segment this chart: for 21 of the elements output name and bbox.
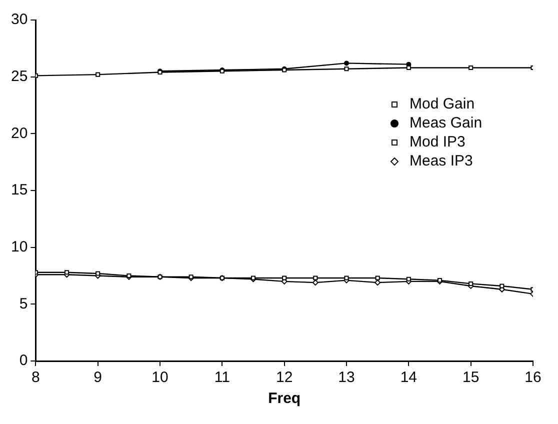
x-tick-label: 8 <box>32 369 40 386</box>
legend-label: Meas IP3 <box>410 152 473 170</box>
x-tick-label: 14 <box>400 369 418 386</box>
y-tick-label: 15 <box>10 182 28 199</box>
x-tick-label: 9 <box>94 369 102 386</box>
x-tick-label: 15 <box>462 369 480 386</box>
y-tick-label: 30 <box>10 11 28 28</box>
legend-label: Mod IP3 <box>410 134 466 151</box>
y-tick-label: 20 <box>10 124 28 142</box>
y-tick-label: 10 <box>10 238 28 256</box>
y-tick-label: 5 <box>19 295 28 312</box>
x-tick-label: 10 <box>152 369 168 386</box>
x-axis-title: Freq <box>268 390 301 408</box>
legend-label: Mod Gain <box>410 96 475 113</box>
y-tick-label: 0 <box>19 352 28 370</box>
y-tick-label: 25 <box>10 68 28 85</box>
x-tick-label: 12 <box>276 369 293 386</box>
x-tick-label: 11 <box>214 369 230 386</box>
x-tick-label: 13 <box>338 369 355 386</box>
legend-label: Meas Gain <box>410 114 482 132</box>
x-tick-label: 16 <box>524 369 542 386</box>
